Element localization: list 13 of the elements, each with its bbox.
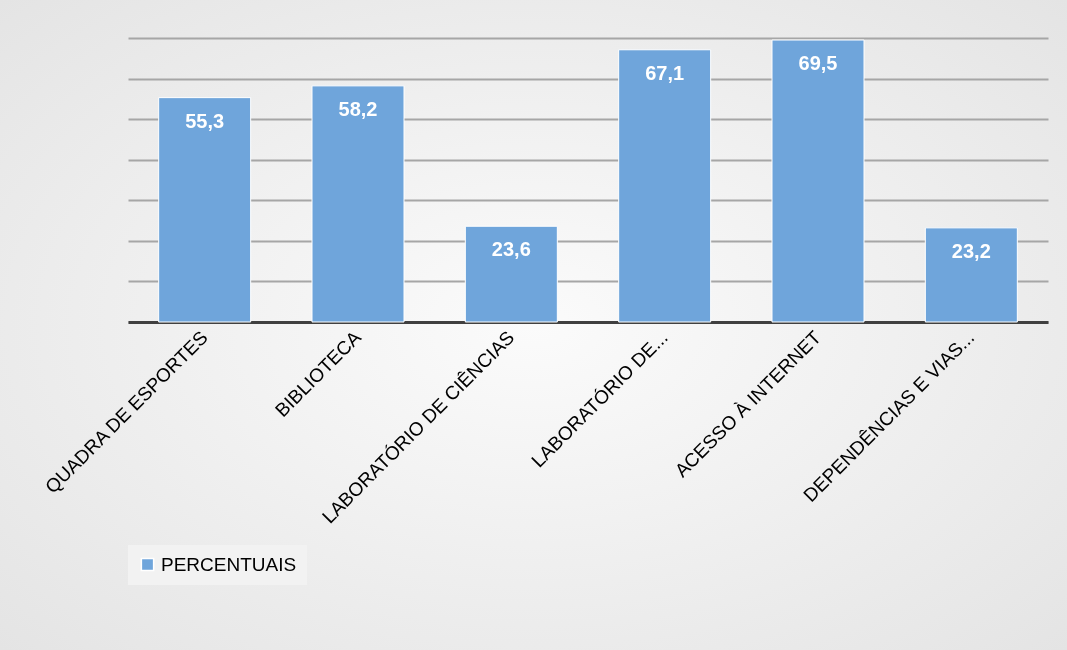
data-label: 67,1 bbox=[645, 61, 685, 84]
bar bbox=[464, 225, 558, 323]
bar bbox=[924, 227, 1018, 323]
data-label: 23,6 bbox=[491, 238, 531, 261]
data-label: 23,2 bbox=[951, 239, 991, 262]
legend-label: PERCENTUAIS bbox=[161, 553, 297, 575]
bar bbox=[618, 49, 712, 323]
data-label: 55,3 bbox=[185, 109, 225, 132]
bar bbox=[311, 85, 405, 323]
data-label: 58,2 bbox=[338, 97, 378, 120]
bar bbox=[158, 97, 252, 323]
bar bbox=[771, 39, 865, 323]
data-label: 69,5 bbox=[798, 52, 838, 75]
